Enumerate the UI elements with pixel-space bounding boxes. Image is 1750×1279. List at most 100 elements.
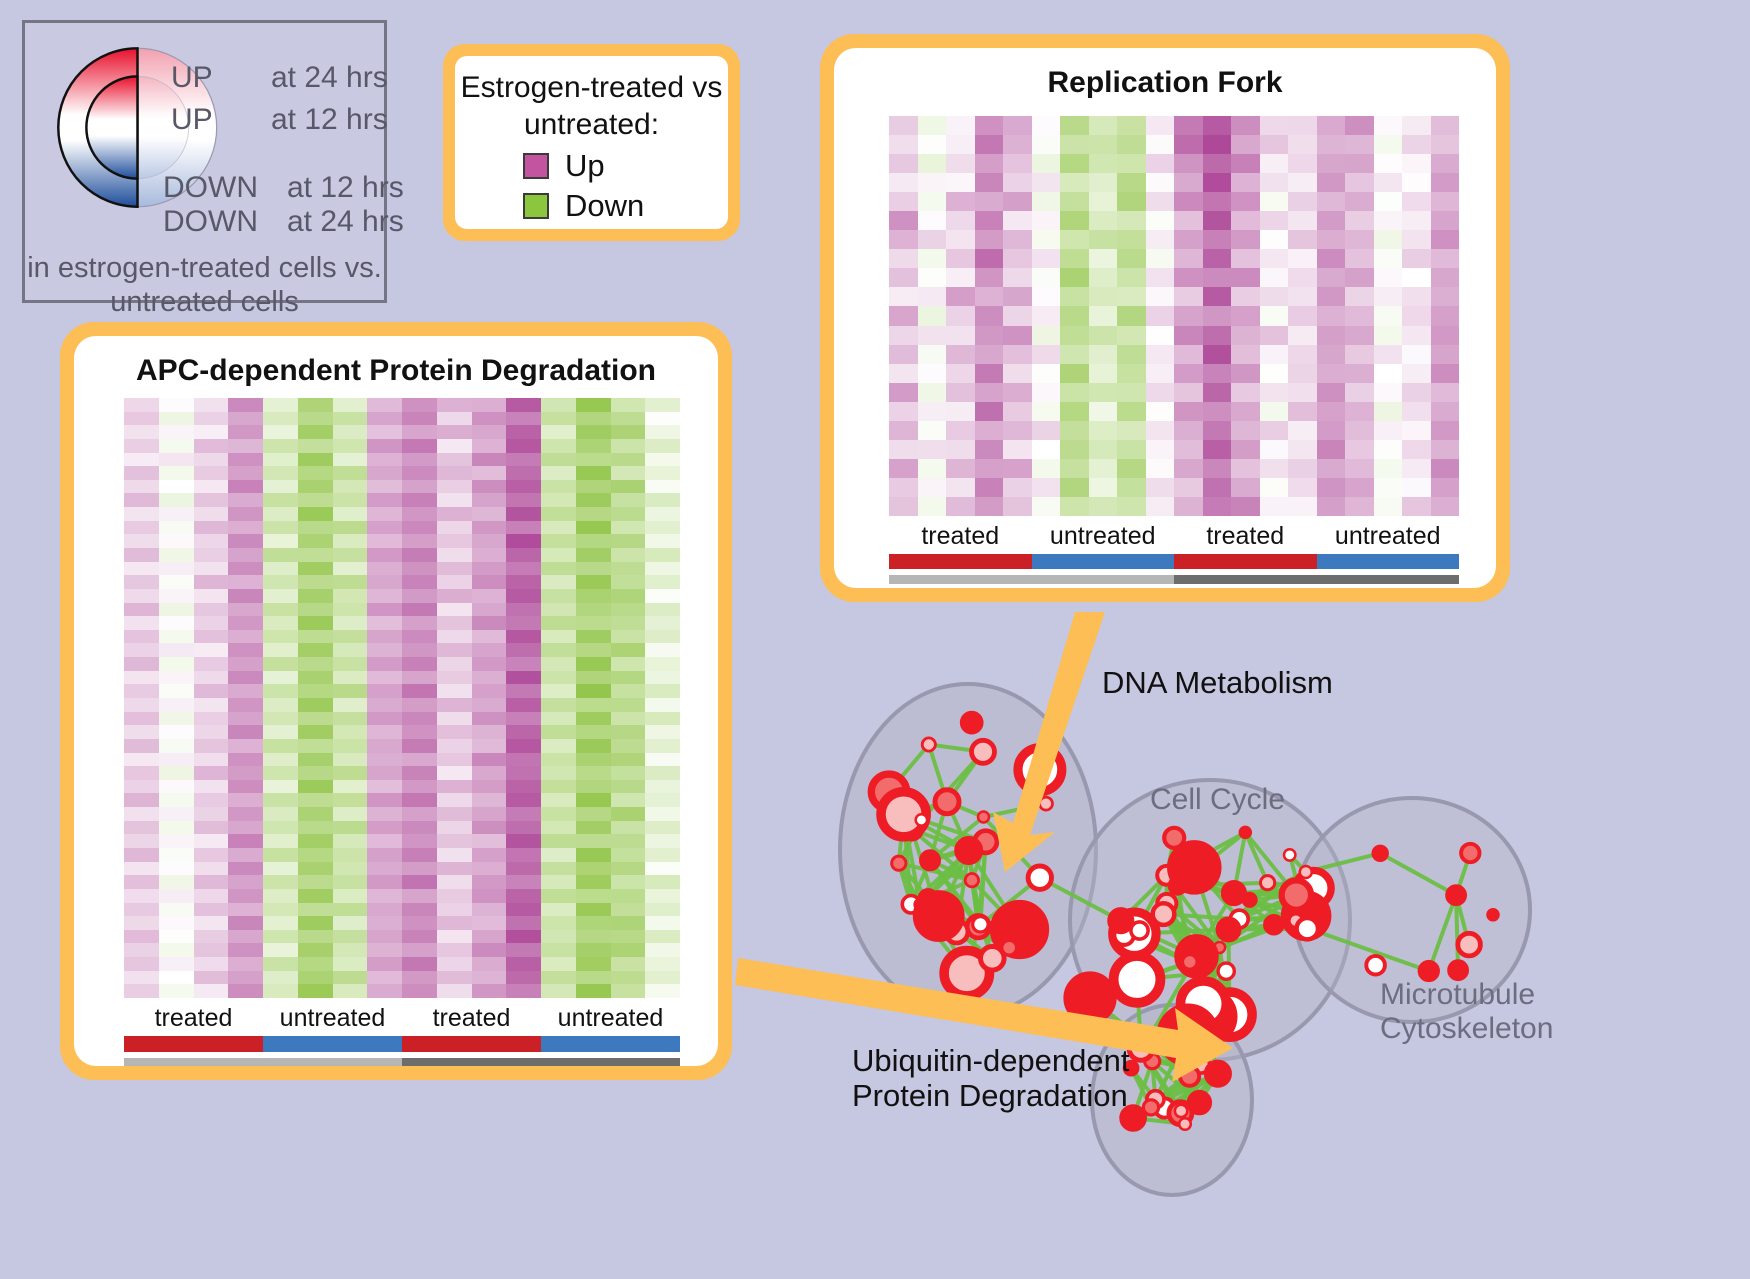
heatmap-cell xyxy=(1174,458,1203,478)
heatmap-cell xyxy=(610,984,646,998)
heatmap-cell xyxy=(1316,249,1345,269)
heatmap-cell xyxy=(367,848,402,862)
heatmap-cell xyxy=(124,779,159,794)
heatmap-cell xyxy=(158,970,194,985)
heatmap-cell xyxy=(974,135,1003,155)
heatmap-cell xyxy=(228,834,263,848)
network-node xyxy=(963,872,980,889)
heatmap-cell xyxy=(263,766,298,780)
heatmap-cell xyxy=(1145,420,1174,440)
heatmap-cell xyxy=(332,820,368,835)
heatmap-cell xyxy=(1373,230,1402,250)
heatmap-cell xyxy=(471,738,507,753)
heatmap-cell xyxy=(1003,420,1032,440)
network-node xyxy=(976,810,991,824)
heatmap-cell xyxy=(946,173,975,193)
heatmap-cell xyxy=(124,711,159,726)
heatmap-cell xyxy=(1316,306,1345,326)
heatmap-cell xyxy=(889,439,918,459)
heatmap-cell xyxy=(541,493,576,508)
time-bar-apc xyxy=(124,1058,680,1066)
heatmap-cell xyxy=(1288,382,1317,402)
heatmap-cell xyxy=(124,875,159,889)
heatmap-cell xyxy=(1088,211,1117,231)
heatmap-cell xyxy=(436,438,472,453)
heatmap-cell xyxy=(946,439,975,459)
heatmap-cell xyxy=(1430,287,1459,307)
heatmap-cell xyxy=(1430,230,1459,250)
heatmap-cell xyxy=(1031,116,1060,136)
heatmap-cell xyxy=(158,629,194,644)
network-edge xyxy=(1454,895,1461,971)
heatmap-cell xyxy=(297,766,333,780)
heatmap-cell xyxy=(1031,325,1060,345)
panel-replication-fork: Replication Fork treated untreated treat… xyxy=(820,34,1510,602)
heatmap-cell xyxy=(974,363,1003,383)
heatmap-cell xyxy=(367,452,402,467)
heatmap-cell xyxy=(263,725,298,739)
heatmap-cell xyxy=(1003,154,1032,174)
network-edge xyxy=(1309,927,1430,973)
network-node xyxy=(1445,884,1467,907)
heatmap-cell xyxy=(575,534,611,548)
cluster-label-dna-metabolism: DNA Metabolism xyxy=(1102,665,1333,700)
down-color-swatch xyxy=(523,193,549,219)
heatmap-cell xyxy=(332,602,368,617)
heatmap-cell xyxy=(158,861,194,876)
heatmap-cell xyxy=(402,711,437,726)
heatmap-cell xyxy=(541,793,576,808)
heatmap-cell xyxy=(436,957,472,971)
heatmap-cell xyxy=(436,684,472,698)
heatmap-cell xyxy=(575,479,611,494)
network-node xyxy=(978,944,1007,973)
heatmap-cell xyxy=(367,438,402,453)
heatmap-cell xyxy=(402,602,437,617)
heatmap-cell xyxy=(263,957,298,971)
heatmap-cell xyxy=(1231,496,1260,516)
heatmap-cell xyxy=(402,425,437,439)
heatmap-cell xyxy=(332,698,368,712)
heatmap-cell xyxy=(1174,249,1203,269)
heatmap-cell xyxy=(1231,268,1260,288)
heatmap-cell xyxy=(645,820,680,835)
heatmap-cell xyxy=(193,548,229,562)
heatmap-cell xyxy=(1345,325,1374,345)
heatmap-cell xyxy=(506,970,541,985)
heatmap-cell xyxy=(402,848,437,862)
network-node xyxy=(1371,844,1389,863)
heatmap-cell xyxy=(471,684,507,698)
heatmap-cell xyxy=(402,725,437,739)
heatmap-cell xyxy=(193,588,229,603)
network-edge xyxy=(910,827,974,882)
heatmap-cell xyxy=(610,520,646,535)
heatmap-cell xyxy=(263,875,298,889)
heatmap-cell xyxy=(575,793,611,808)
heatmap-cell xyxy=(946,268,975,288)
heatmap-cell xyxy=(1031,382,1060,402)
heatmap-cell xyxy=(228,466,263,480)
heatmap-cell xyxy=(1259,325,1288,345)
heatmap-cell xyxy=(610,466,646,480)
heatmap-cell xyxy=(158,425,194,439)
heatmap-cell xyxy=(889,211,918,231)
heatmap-cell xyxy=(645,888,680,903)
heatmap-cell xyxy=(1031,154,1060,174)
time-segment-24hrs xyxy=(1174,575,1459,584)
heatmap-cell xyxy=(124,984,159,998)
heatmap-cell xyxy=(402,466,437,480)
heatmap-cell xyxy=(436,943,472,958)
condition-segment-treated-12 xyxy=(124,1036,263,1052)
heatmap-cell xyxy=(917,496,946,516)
heatmap-cell xyxy=(889,230,918,250)
heatmap-cell xyxy=(1430,439,1459,459)
heatmap-cell xyxy=(1174,135,1203,155)
heatmap-cell xyxy=(297,984,333,998)
heatmap-cell xyxy=(645,657,680,671)
heatmap-cell xyxy=(228,752,263,767)
heatmap-cell xyxy=(332,970,368,985)
heatmap-cell xyxy=(1259,211,1288,231)
heatmap-cell xyxy=(1316,458,1345,478)
heatmap-cell xyxy=(575,888,611,903)
heatmap-cell xyxy=(541,616,576,630)
heatmap-cell xyxy=(1259,439,1288,459)
